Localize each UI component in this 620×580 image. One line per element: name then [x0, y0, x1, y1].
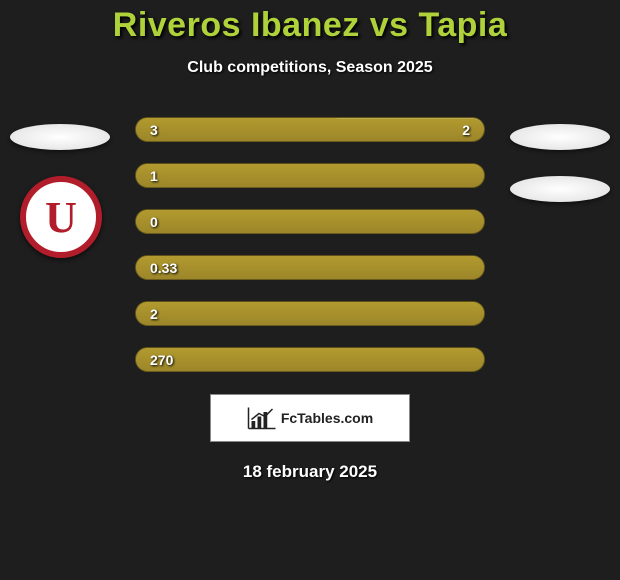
brand-chart-icon: [247, 406, 277, 430]
date-label: 18 february 2025: [0, 462, 620, 482]
stat-row: 1Goals: [135, 163, 485, 188]
stat-value-left: 2: [150, 306, 158, 322]
stat-row-fill: [136, 164, 484, 187]
stat-value-left: 0.33: [150, 260, 177, 276]
stat-row-fill: [136, 210, 484, 233]
stat-value-left: 1: [150, 168, 158, 184]
stat-row-fill: [136, 302, 484, 325]
stat-value-left: 270: [150, 352, 173, 368]
club-badge-letter: U: [45, 192, 77, 243]
stat-row-fill: [136, 256, 484, 279]
stat-row: 270Min per goal: [135, 347, 485, 372]
player-placeholder-right-2: [510, 176, 610, 202]
stats-bars: 32Matches1Goals0Hattricks0.33Goals per m…: [0, 117, 620, 372]
stat-row-fill: [136, 118, 345, 141]
stat-value-left: 0: [150, 214, 158, 230]
stat-row: 32Matches: [135, 117, 485, 142]
stat-row: 0.33Goals per match: [135, 255, 485, 280]
player-placeholder-right-1: [510, 124, 610, 150]
player-placeholder-left: [10, 124, 110, 150]
club-badge-left: U: [20, 176, 102, 258]
stat-row: 0Hattricks: [135, 209, 485, 234]
stat-row-fill: [136, 348, 484, 371]
stat-value-right: 2: [462, 122, 470, 138]
brand-box[interactable]: FcTables.com: [210, 394, 410, 442]
page-title: Riveros Ibanez vs Tapia: [0, 0, 620, 45]
brand-label: FcTables.com: [281, 410, 373, 426]
subtitle: Club competitions, Season 2025: [0, 59, 620, 77]
stat-row: 2Shots per goal: [135, 301, 485, 326]
stat-value-left: 3: [150, 122, 158, 138]
